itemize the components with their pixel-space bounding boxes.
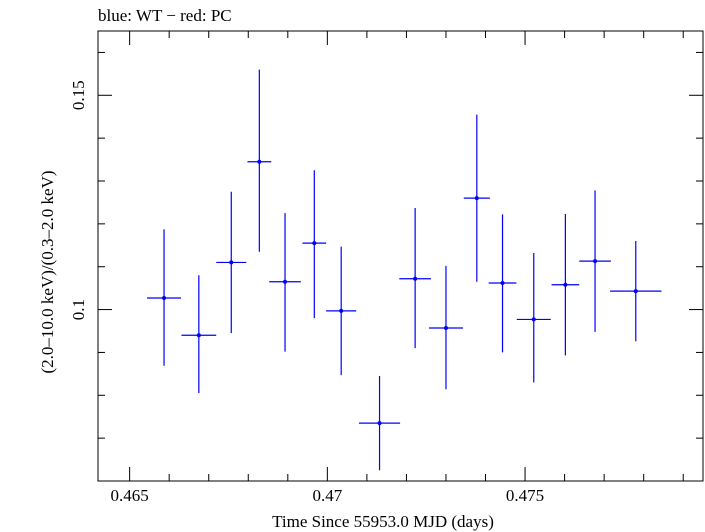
x-tick-label: 0.465 [111, 486, 149, 505]
data-point [443, 326, 448, 330]
axis-ticks [98, 31, 703, 481]
data-point [229, 260, 234, 265]
data-point [257, 159, 262, 164]
data-point [413, 276, 418, 281]
plot-frame [97, 30, 704, 482]
chart-title: blue: WT − red: PC [98, 6, 232, 25]
data-point [563, 282, 568, 287]
x-tick-label: 0.47 [312, 486, 342, 505]
data-point [474, 196, 479, 201]
data-point [339, 308, 344, 313]
data-point [312, 241, 317, 246]
tick-labels: 0.465 0.47 0.475 0.1 0.15 [69, 80, 544, 505]
data-point [531, 317, 536, 322]
data-point [633, 289, 638, 294]
data-point [377, 421, 382, 426]
data-marks [147, 69, 662, 471]
data-point [196, 333, 201, 338]
y-tick-label: 0.15 [69, 80, 88, 110]
data-point [162, 296, 167, 300]
data-point [500, 281, 505, 285]
y-axis-label: (2.0–10.0 keV)/(0.3–2.0 keV) [38, 170, 57, 373]
data-point [593, 259, 598, 264]
data-point [283, 279, 288, 284]
x-tick-label: 0.475 [506, 486, 544, 505]
y-tick-label: 0.1 [69, 299, 88, 320]
x-axis-label: Time Since 55953.0 MJD (days) [272, 512, 494, 531]
